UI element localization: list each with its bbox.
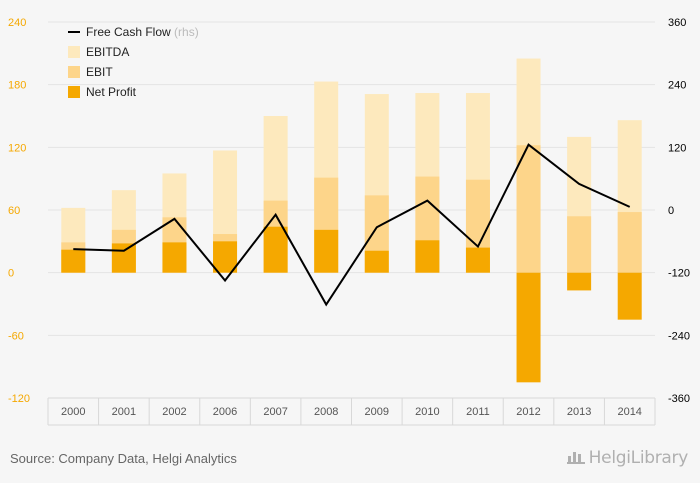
source-note: Source: Company Data, Helgi Analytics [10, 451, 237, 466]
x-tick-label: 2001 [112, 406, 136, 418]
legend-label-ebitda: EBITDA [86, 45, 129, 59]
x-tick-label: 2000 [61, 406, 85, 418]
right-tick-label: 360 [668, 17, 686, 29]
x-tick-label: 2012 [516, 406, 540, 418]
bar-net-profit [213, 241, 238, 273]
bar-net-profit [415, 240, 440, 273]
line-free-cash-flow [73, 143, 631, 307]
bar-net-profit [314, 229, 339, 273]
bar-ebit [617, 212, 642, 273]
right-tick-label: 240 [668, 80, 686, 92]
x-tick-label: 2009 [365, 406, 389, 418]
right-tick-label: 120 [668, 142, 686, 154]
chart-svg: 240 180 120 60 0 -60 -120 360 240 120 0 -120 -240 -36… [8, 17, 690, 426]
library-icon [566, 448, 585, 464]
bar-net-profit [263, 226, 288, 273]
chart: 240 180 120 60 0 -60 -120 360 240 120 0 -120 -240 -36… [8, 17, 690, 426]
x-tick-label: 2013 [567, 406, 591, 418]
bar-net-profit [162, 242, 187, 273]
x-tick-label: 2007 [263, 406, 287, 418]
x-tick-label: 2008 [314, 406, 338, 418]
bar-net-profit [61, 249, 86, 273]
right-tick-label: -240 [668, 330, 690, 342]
bar-net-profit [516, 272, 541, 383]
bar-ebit [516, 145, 541, 273]
bar-net-profit [465, 247, 490, 273]
left-tick-label: 120 [8, 142, 26, 154]
legend-swatch-net-profit [68, 86, 80, 98]
x-tick-label: 2014 [617, 406, 641, 418]
left-tick-label: 0 [8, 268, 14, 280]
bar-net-profit [364, 250, 389, 273]
right-tick-label: 0 [668, 205, 674, 217]
x-tick-label: 2002 [162, 406, 186, 418]
left-tick-label: 60 [8, 205, 20, 217]
bar-net-profit [617, 272, 642, 320]
left-tick-label: 240 [8, 17, 26, 29]
legend-swatch-ebit [68, 66, 80, 78]
left-tick-label: 180 [8, 80, 26, 92]
left-tick-label: -120 [8, 393, 30, 405]
right-tick-label: -360 [668, 393, 690, 405]
left-tick-label: -60 [8, 330, 24, 342]
footer: Source: Company Data, Helgi Analytics He… [0, 438, 700, 483]
legend-label-ebit: EBIT [86, 65, 113, 79]
x-tick-label: 2010 [415, 406, 439, 418]
bar-ebit [567, 216, 592, 273]
brand-name: HelgiLibrary [588, 448, 689, 468]
legend-swatch-ebitda [68, 46, 80, 58]
legend-label-net-profit: Net Profit [86, 85, 137, 99]
legend-label-suffix: (rhs) [174, 25, 199, 39]
x-tick-label: 2006 [213, 406, 237, 418]
x-tick-label: 2011 [466, 406, 490, 418]
bar-net-profit [111, 243, 136, 273]
bar-net-profit [567, 272, 592, 291]
legend-label-free-cash-flow: Free Cash Flow (rhs) [86, 25, 199, 39]
brand-logo[interactable]: HelgiLibrary [566, 448, 689, 468]
right-tick-label: -120 [668, 268, 690, 280]
